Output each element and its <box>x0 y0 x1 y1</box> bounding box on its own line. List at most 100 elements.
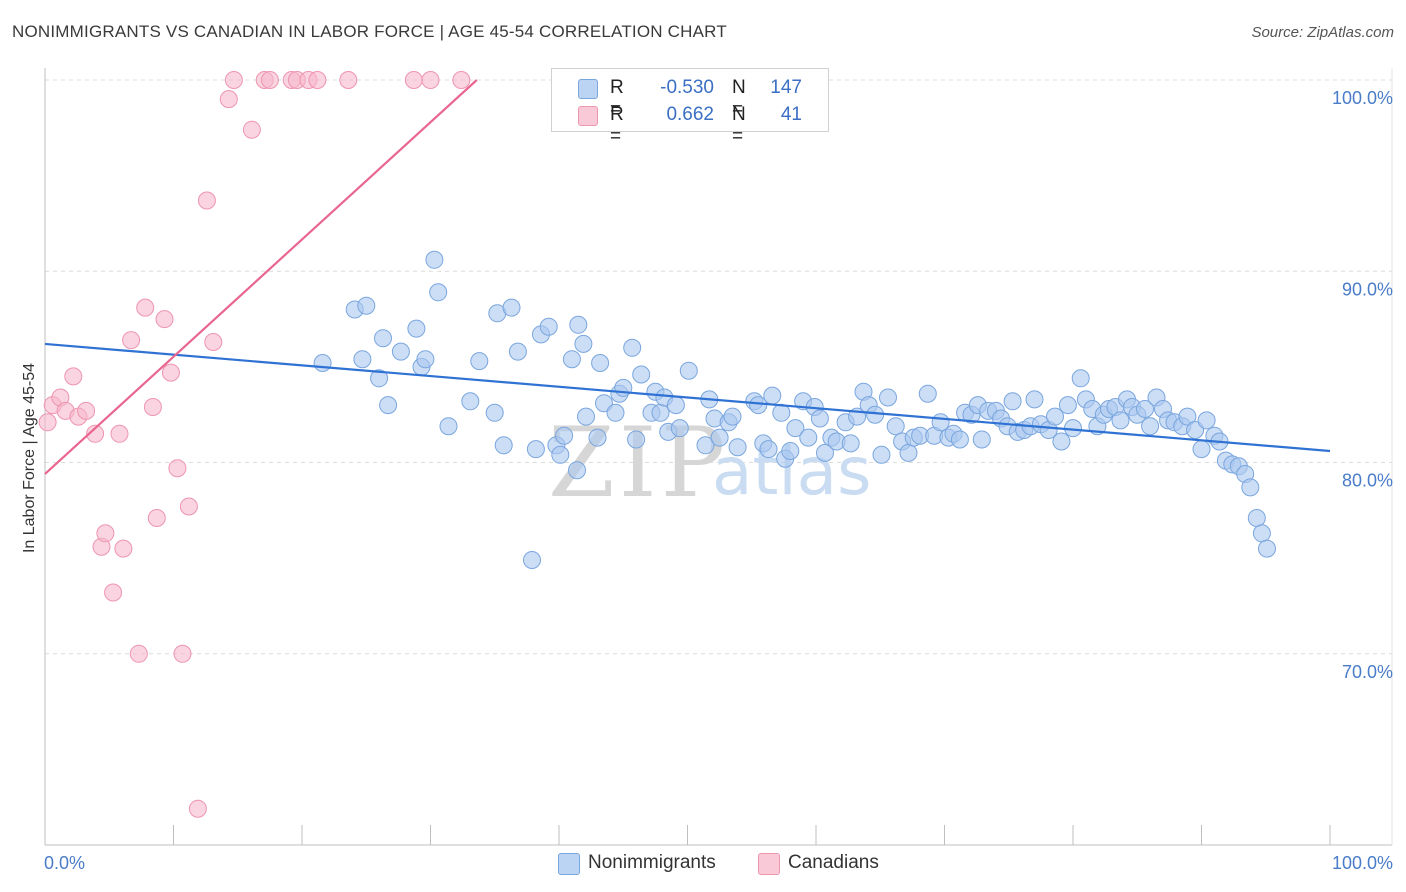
nonimmigrants-point <box>696 436 715 455</box>
nonimmigrants-point <box>439 417 458 436</box>
canadians-point <box>64 367 83 386</box>
nonimmigrants-point <box>879 388 897 407</box>
nonimmigrants-point <box>494 436 513 455</box>
nonimmigrants-point <box>651 403 670 422</box>
nonimmigrants-point <box>588 428 607 447</box>
canadians-point <box>173 644 192 663</box>
nonimmigrants-point <box>526 440 545 459</box>
nonimmigrants-point <box>679 361 698 380</box>
tick-labels: 70.0% 80.0% 90.0% 100.0% 0.0% 100.0% <box>44 88 1393 873</box>
correlation-legend: R = -0.530 N = 147 R = 0.662 N = 41 <box>551 68 829 147</box>
nonimmigrants-point <box>899 443 918 462</box>
canadians-point <box>77 401 96 420</box>
canadians-point <box>86 424 105 443</box>
y-axis-title: In Labor Force | Age 45-54 <box>21 363 38 553</box>
canadians-point <box>38 413 57 432</box>
nonimmigrants-point <box>1111 411 1130 430</box>
nonimmigrants-point <box>508 342 527 361</box>
nonimmigrants-point <box>425 250 444 269</box>
canadians-point <box>104 583 123 602</box>
nonimmigrants-point <box>1003 392 1022 411</box>
nonimmigrants-point <box>357 296 376 315</box>
nonimmigrants-point <box>1071 369 1090 388</box>
legend-n-label: N = <box>732 77 746 120</box>
nonimmigrants-point <box>461 392 480 411</box>
nonimmigrants-point <box>1247 509 1266 527</box>
canadians-point <box>147 509 166 527</box>
canadians-point <box>188 799 207 818</box>
legend-r-label: R = <box>610 77 624 120</box>
nonimmigrants-point <box>816 443 834 462</box>
nonimmigrants-point <box>786 419 805 438</box>
nonimmigrants-point <box>416 350 435 369</box>
nonimmigrants-point <box>759 440 778 459</box>
legend-n-label: N = <box>732 104 746 147</box>
canadians-point <box>122 331 141 350</box>
canadians-points <box>38 71 782 818</box>
nonimmigrants-point <box>1197 411 1216 430</box>
nonimmigrants-point <box>374 329 392 348</box>
nonimmigrants-point <box>632 365 651 384</box>
y-tick-label: 100.0% <box>1332 88 1393 108</box>
nonimmigrants-point <box>555 426 574 445</box>
nonimmigrants-point <box>781 442 800 460</box>
nonimmigrants-point <box>799 428 818 447</box>
y-tick-label: 80.0% <box>1342 471 1393 491</box>
nonimmigrants-trendline <box>44 342 1331 453</box>
nonimmigrants-point <box>1052 432 1071 451</box>
nonimmigrants-point <box>972 430 991 449</box>
nonimmigrants-point <box>523 551 541 569</box>
axes <box>44 68 1393 846</box>
nonimmigrants-point <box>627 430 646 449</box>
nonimmigrants-point <box>623 338 642 357</box>
canadians-point <box>224 71 243 89</box>
bottom-legend-swatch-pink <box>758 853 780 875</box>
nonimmigrants-point <box>728 438 747 457</box>
legend-n-value: 41 <box>780 104 802 125</box>
bottom-legend-label: Nonimmigrants <box>588 852 716 873</box>
canadians-point <box>114 539 133 558</box>
legend-r-value: 0.662 <box>666 104 714 125</box>
canadians-point <box>260 71 279 89</box>
bottom-legend-label: Canadians <box>788 852 879 873</box>
nonimmigrants-point <box>810 409 829 428</box>
canadians-point <box>129 644 148 663</box>
canadians-point <box>161 363 180 382</box>
gridlines <box>45 79 1392 655</box>
source-label: Source: ZipAtlas.com <box>1251 24 1394 41</box>
nonimmigrants-point <box>595 394 613 413</box>
canadians-point <box>143 398 162 416</box>
canadians-point <box>242 120 261 139</box>
legend-n-value: 147 <box>770 77 802 98</box>
nonimmigrants-point <box>539 317 558 336</box>
canadians-point <box>219 90 238 109</box>
nonimmigrants-point <box>353 350 372 369</box>
canadians-point <box>155 310 174 329</box>
nonimmigrants-point <box>723 407 742 426</box>
canadians-trendline <box>44 79 478 475</box>
nonimmigrants-point <box>370 369 389 388</box>
nonimmigrants-point <box>1058 396 1077 415</box>
chart-title: NONIMMIGRANTS VS CANADIAN IN LABOR FORCE… <box>12 22 727 41</box>
nonimmigrants-point <box>710 428 729 447</box>
canadians-point <box>204 333 223 351</box>
y-tick-label: 90.0% <box>1342 279 1393 299</box>
legend-swatch-blue <box>578 79 598 99</box>
nonimmigrants-point <box>502 298 521 317</box>
nonimmigrants-point <box>666 396 685 415</box>
y-tick-label: 70.0% <box>1342 662 1393 682</box>
legend-r-value: -0.530 <box>660 77 714 98</box>
legend-swatch-pink <box>578 106 598 126</box>
canadians-point <box>136 298 155 317</box>
nonimmigrants-point <box>1178 407 1197 426</box>
nonimmigrants-point <box>1258 539 1276 558</box>
nonimmigrants-point <box>574 334 593 353</box>
canadians-point <box>197 191 216 210</box>
nonimmigrants-point <box>569 315 588 334</box>
nonimmigrants-point <box>872 445 891 464</box>
nonimmigrants-point <box>606 403 625 422</box>
x-tick-label: 100.0% <box>1332 853 1393 873</box>
nonimmigrants-point <box>763 386 782 405</box>
nonimmigrants-point <box>379 396 398 415</box>
